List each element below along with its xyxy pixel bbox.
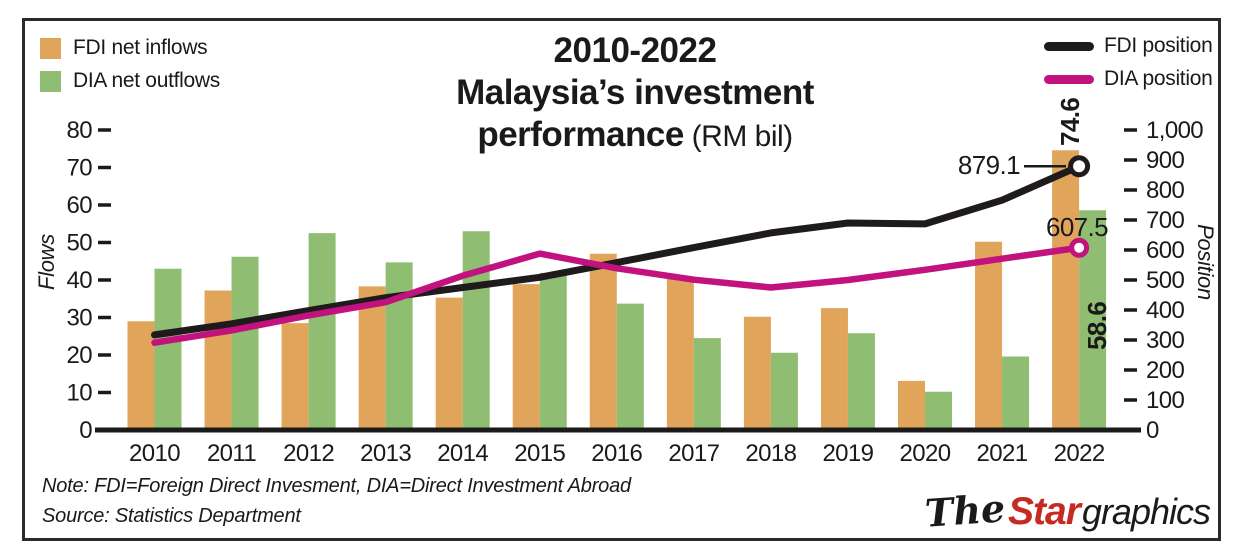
x-axis-year-label: 2010 — [129, 440, 180, 467]
x-axis-year-label: 2022 — [1054, 440, 1105, 467]
x-axis-year-label: 2014 — [437, 440, 488, 467]
note-text: Note: FDI=Foreign Direct Invesment, DIA=… — [42, 475, 631, 497]
dia-outflow-end-value: 58.6 — [1082, 302, 1112, 350]
right-axis-tick-label: 0 — [1146, 417, 1159, 444]
bar-dia-outflow-2016 — [616, 303, 644, 430]
bar-dia-outflow-2012 — [308, 233, 336, 430]
bar-fdi-inflow-2014 — [435, 297, 463, 430]
x-axis-year-label: 2013 — [360, 440, 411, 467]
chart-title: 2010-2022 Malaysia’s investment performa… — [330, 30, 940, 163]
chart-frame — [22, 18, 1221, 541]
logo-star: Star — [1008, 490, 1081, 533]
bar-fdi-inflow-2016 — [589, 253, 617, 430]
left-axis-tick-label: 60 — [67, 192, 93, 219]
fdi-inflow-end-value: 74.6 — [1055, 98, 1085, 146]
right-axis-tick-label: 900 — [1146, 147, 1184, 174]
title-line-3: performance (RM bil) — [330, 114, 940, 163]
bar-fdi-inflow-2021 — [975, 241, 1003, 430]
thestar-graphics-logo: The Star graphics — [923, 485, 1211, 536]
title-line-3-unit: (RM bil) — [683, 120, 793, 153]
right-axis-tick-label: 100 — [1146, 387, 1184, 414]
right-axis-tick-label: 700 — [1146, 207, 1184, 234]
legend-item-dia-outflows: DIA net outflows — [40, 69, 220, 93]
bar-fdi-inflow-2022 — [1052, 150, 1080, 430]
right-axis-tick-label: 500 — [1146, 267, 1184, 294]
left-axis-tick-label: 50 — [67, 230, 93, 257]
dia-position-line-swatch — [1044, 74, 1094, 84]
right-axis-tick-label: 300 — [1146, 327, 1184, 354]
bar-fdi-inflow-2015 — [512, 284, 540, 430]
dia-outflows-swatch — [40, 70, 61, 92]
legend-label: FDI position — [1104, 34, 1213, 57]
dia-position-line — [151, 244, 1083, 346]
right-axis-tick-label: 400 — [1146, 297, 1184, 324]
title-line-2: Malaysia’s investment — [456, 73, 814, 112]
x-axis-year-label: 2019 — [822, 440, 873, 467]
bar-dia-outflow-2011 — [231, 256, 259, 430]
bar-dia-outflow-2018 — [770, 352, 798, 430]
right-axis-tick-label: 800 — [1146, 177, 1184, 204]
left-axis-tick-label: 80 — [67, 117, 93, 144]
title-line-3-bold: performance — [477, 115, 684, 154]
left-axis-tick-label: 30 — [67, 305, 93, 332]
fdi-position-line — [151, 162, 1083, 339]
bar-dia-outflow-2010 — [154, 268, 182, 430]
left-axis-tick-label: 70 — [67, 155, 93, 182]
bar-fdi-inflow-2011 — [204, 290, 232, 430]
x-axis-year-label: 2016 — [591, 440, 642, 467]
legend-label: DIA net outflows — [73, 69, 220, 92]
left-axis-tick-label: 0 — [79, 417, 92, 444]
source-text: Source: Statistics Department — [42, 505, 301, 527]
fdi-position-end-value: 879.1 — [958, 150, 1020, 180]
left-axis-tick-label: 10 — [67, 380, 93, 407]
x-axis-year-label: 2015 — [514, 440, 565, 467]
legend-item-fdi-position: FDI position — [1044, 34, 1213, 58]
legend-item-fdi-inflows: FDI net inflows — [40, 36, 220, 60]
bar-dia-outflow-2020 — [925, 391, 952, 430]
bar-dia-outflow-2021 — [1002, 356, 1030, 430]
x-axis-year-label: 2011 — [207, 440, 256, 467]
x-axis-year-label: 2018 — [745, 440, 796, 467]
bar-fdi-inflow-2017 — [666, 278, 694, 430]
bar-dia-outflow-2015 — [539, 272, 567, 430]
bar-fdi-inflow-2012 — [281, 323, 309, 430]
dia-position-end-value: 607.5 — [1046, 212, 1108, 242]
x-axis-year-label: 2017 — [668, 440, 719, 467]
bar-dia-outflow-2019 — [847, 333, 875, 430]
bar-fdi-inflow-2019 — [820, 308, 848, 430]
legend-label: FDI net inflows — [73, 36, 208, 59]
x-axis-year-label: 2012 — [283, 440, 334, 467]
bar-fdi-inflow-2010 — [127, 321, 155, 430]
right-axis-tick-label: 200 — [1146, 357, 1184, 384]
bar-fdi-inflow-2020 — [898, 380, 925, 430]
right-axis-tick-label: 1,000 — [1146, 117, 1203, 144]
left-axis-caption: Flows — [34, 234, 59, 290]
bar-dia-outflow-2013 — [385, 262, 413, 430]
left-axis-tick-label: 20 — [67, 342, 93, 369]
bar-dia-outflow-2017 — [693, 338, 721, 430]
logo-the: The — [923, 485, 1007, 536]
logo-graphics: graphics — [1081, 491, 1211, 532]
legend-bars: FDI net inflows DIA net outflows — [40, 36, 220, 93]
dia-position-end-marker — [1069, 237, 1090, 258]
fdi-inflows-swatch — [40, 37, 61, 59]
x-axis-year-label: 2020 — [900, 440, 951, 467]
legend-label: DIA position — [1104, 67, 1213, 90]
legend-lines: FDI position DIA position — [1044, 34, 1213, 91]
x-axis-year-label: 2021 — [977, 440, 1028, 467]
fdi-position-line-swatch — [1044, 41, 1094, 51]
left-axis-tick-label: 40 — [67, 267, 93, 294]
bar-fdi-inflow-2018 — [743, 316, 771, 430]
title-line-1: 2010-2022 — [553, 31, 717, 70]
legend-item-dia-position: DIA position — [1044, 67, 1213, 91]
right-axis-caption: Position — [1193, 224, 1218, 300]
fdi-position-end-marker — [1068, 155, 1091, 178]
bar-dia-outflow-2014 — [462, 231, 490, 430]
bar-fdi-inflow-2013 — [358, 286, 386, 430]
right-axis-tick-label: 600 — [1146, 237, 1184, 264]
